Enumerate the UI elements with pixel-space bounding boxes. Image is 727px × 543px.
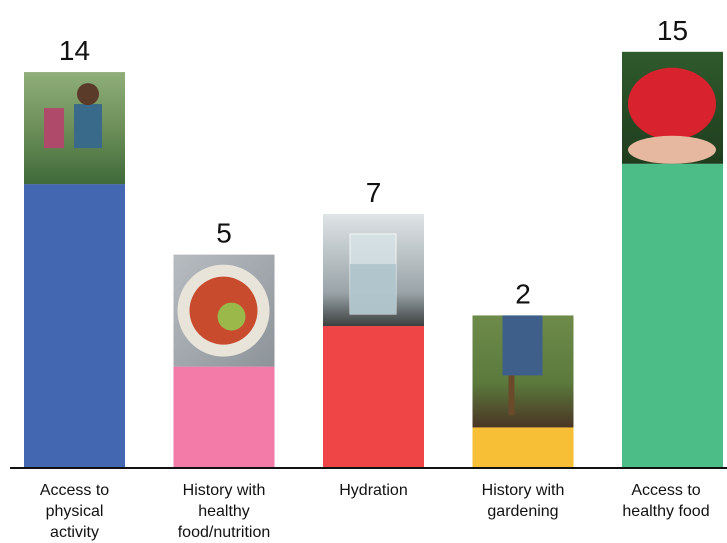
photo [472,315,574,428]
value-label: 15 [657,15,688,46]
category-label: History with gardening [481,482,565,520]
photo [622,51,723,164]
photo-detail [74,104,102,149]
photo [323,214,424,327]
value-label: 14 [59,35,90,66]
value-label: 7 [366,177,382,208]
bar [472,427,574,468]
value-label: 5 [216,218,232,249]
photo-detail [508,375,515,416]
category-label: Hydration [339,482,408,499]
photo-detail [628,67,716,140]
bar [323,326,424,468]
photo-detail [350,264,396,315]
category-label: Access to physical activity [39,482,110,541]
category-label: Access to healthy food [622,482,710,520]
photo [173,254,275,367]
photo-detail [502,315,543,376]
photo [24,72,125,185]
bar [24,184,125,468]
category-label: History with healthy food/nutrition [177,482,271,541]
photo-detail [628,135,716,164]
bar [173,366,275,468]
photo-detail [217,302,246,331]
photo-detail [44,108,64,149]
bar [622,163,723,469]
photo-detail [77,83,99,106]
value-label: 2 [515,278,531,309]
